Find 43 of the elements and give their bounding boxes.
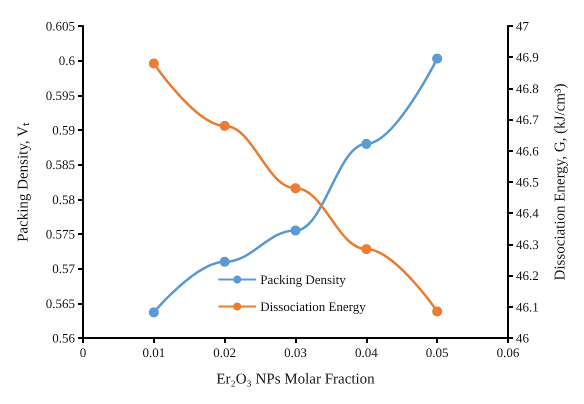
y2-tick-label: 46.6 [516,143,540,158]
point [432,306,442,316]
y2-tick-label: 46.5 [516,174,539,190]
y2-tick-label: 46.1 [516,299,539,314]
point [290,183,300,194]
point [290,226,300,236]
y-tick-label: 0.585 [46,157,75,172]
legend-label: Packing Density [260,272,346,287]
point [148,58,159,68]
point [432,54,442,64]
point [148,307,159,318]
point [361,138,372,149]
y2-tick-label: 46.2 [516,268,539,284]
x-tick-label: 0.01 [142,345,166,360]
y2-tick-label: 46.3 [516,236,539,252]
y-axis-title: Packing Density, Vₜ [16,122,32,242]
x-tick-label: 0 [80,345,86,360]
y2-tick-label: 46.7 [516,112,540,128]
y-tick-label: 0.575 [46,226,75,242]
legend-label: Dissociation Energy [260,299,366,314]
y-tick-label: 0.605 [46,18,75,34]
y2-tick-label: 47 [516,18,530,34]
x-tick-label: 0.04 [354,345,378,360]
y-tick-label: 0.57 [52,261,76,276]
y2-tick-label: 46.9 [516,50,539,65]
y-tick-label: 0.6 [58,53,76,68]
point [220,256,230,267]
x-tick-label: 0.03 [284,345,307,360]
point [220,120,230,131]
point [361,244,372,254]
y-tick-label: 0.59 [52,122,75,138]
y-tick-label: 0.58 [52,192,75,207]
x-tick-label: 0.05 [426,345,449,360]
y-tick-label: 0.56 [52,330,76,346]
y2-tick-label: 46.8 [516,80,539,96]
y2-tick-label: 46 [516,330,530,346]
y2-axis-title: Dissociation Energy, G, (kJ/cm³) [552,84,568,280]
y-tick-label: 0.595 [46,88,75,103]
y-tick-label: 0.565 [46,296,75,311]
y2-tick-label: 46.4 [516,206,540,221]
x-axis-title: Er₂O₃ NPs Molar Fraction [216,372,376,388]
x-tick-label: 0.06 [496,345,520,360]
x-tick-label: 0.02 [213,345,236,360]
